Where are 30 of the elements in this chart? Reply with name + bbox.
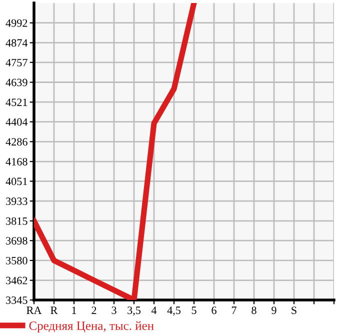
y-tick-label: 3933 bbox=[6, 198, 28, 206]
x-tick-label: 3 bbox=[112, 306, 116, 314]
y-tick-label: 4874 bbox=[6, 39, 28, 47]
y-tick-label: 4757 bbox=[6, 58, 28, 66]
y-tick-label: 3580 bbox=[6, 256, 28, 264]
x-tick-label: 3,5 bbox=[128, 306, 141, 316]
y-tick-label: 4521 bbox=[6, 98, 28, 106]
y-tick-label: 4051 bbox=[6, 178, 28, 186]
x-tick-label: 4 bbox=[151, 306, 157, 314]
x-tick-label: 5 bbox=[192, 306, 196, 314]
legend-label: Средняя Цена, тыс. йен bbox=[29, 321, 154, 332]
y-tick-label: 3815 bbox=[6, 217, 28, 225]
y-tick-label: 4639 bbox=[6, 78, 28, 86]
x-tick-label: 4,5 bbox=[167, 306, 181, 316]
y-tick-label: 4992 bbox=[6, 19, 28, 27]
y-tick-label: 3345 bbox=[6, 296, 28, 304]
x-tick-label: 7 bbox=[232, 306, 236, 314]
x-tick-label: 1 bbox=[72, 306, 76, 314]
y-tick-label: 3462 bbox=[6, 276, 28, 284]
y-tick-label: 3698 bbox=[6, 237, 28, 245]
x-tick-label: S bbox=[292, 306, 296, 314]
x-tick-label: 9 bbox=[272, 306, 276, 314]
y-tick-label: 4286 bbox=[6, 138, 28, 146]
x-tick-label: RA bbox=[26, 306, 42, 314]
x-tick-label: 2 bbox=[92, 306, 96, 314]
x-tick-label: 8 bbox=[252, 306, 256, 314]
x-tick-label: 6 bbox=[212, 306, 216, 314]
x-tick-label: R bbox=[50, 306, 58, 314]
y-tick-label: 4168 bbox=[6, 158, 28, 166]
y-tick-label: 4404 bbox=[6, 118, 28, 126]
